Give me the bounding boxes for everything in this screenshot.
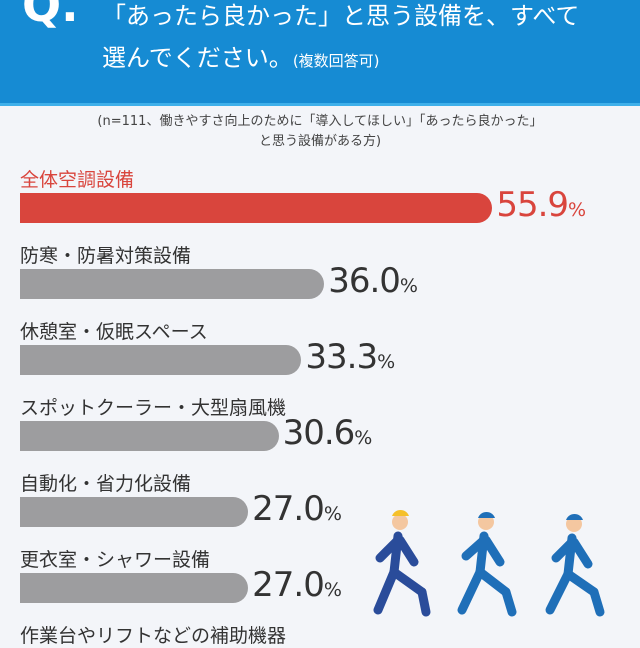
- data-label-value: 27.0: [252, 489, 325, 529]
- question-line2-text: 選んでください。: [102, 44, 293, 72]
- note-line1: (n=111、働きやすさ向上のために「導入してほしい」「あったら良かった」: [97, 114, 543, 129]
- data-label: 33.3%: [305, 337, 395, 377]
- data-label-unit: %: [354, 427, 373, 449]
- note-line2: と思う設備がある方): [258, 134, 382, 149]
- question-line1: 「あったら良かった」と思う設備を、すべて: [102, 2, 580, 30]
- category-label: スポットクーラー・大型扇風機: [20, 397, 287, 419]
- data-label: 55.9%: [496, 185, 586, 225]
- running-workers-illustration: [373, 509, 605, 617]
- data-label-unit: %: [377, 351, 396, 373]
- bar: [20, 497, 249, 527]
- category-label: 作業台やリフトなどの補助機器: [20, 625, 287, 647]
- question-header: Q. 「あったら良かった」と思う設備を、すべて 選んでください。(複数回答可): [0, 0, 640, 106]
- category-label: 更衣室・シャワー設備: [20, 549, 211, 571]
- data-label: 27.0%: [252, 489, 342, 529]
- data-label: 36.0%: [328, 261, 418, 301]
- data-label-value: 55.9: [496, 185, 569, 225]
- data-label-value: 30.6: [282, 413, 356, 453]
- question-sub: (複数回答可): [292, 52, 380, 70]
- bar: [20, 345, 302, 375]
- category-label: 自動化・省力化設備: [20, 473, 192, 495]
- q-mark: Q.: [22, 0, 79, 32]
- data-label-value: 36.0: [328, 261, 401, 301]
- data-label-unit: %: [323, 503, 342, 525]
- category-label: 防寒・防暑対策設備: [20, 245, 192, 267]
- data-label-unit: %: [399, 275, 418, 297]
- bar: [20, 193, 493, 223]
- data-label-value: 33.3: [305, 337, 378, 377]
- category-label: 全体空調設備: [20, 169, 135, 191]
- data-label-unit: %: [323, 579, 342, 601]
- question-line2: 選んでください。(複数回答可): [102, 38, 380, 73]
- bar: [20, 269, 325, 299]
- data-label-unit: %: [568, 199, 587, 221]
- worker-icon: [457, 511, 517, 617]
- bar: [20, 421, 279, 451]
- data-label: 30.6%: [283, 413, 373, 453]
- data-label: 27.0%: [252, 565, 342, 605]
- worker-icon: [545, 513, 605, 617]
- data-label-value: 27.0: [252, 565, 325, 605]
- worker-icon: [373, 509, 431, 617]
- bar: [20, 573, 249, 603]
- category-label: 休憩室・仮眠スペース: [20, 321, 208, 343]
